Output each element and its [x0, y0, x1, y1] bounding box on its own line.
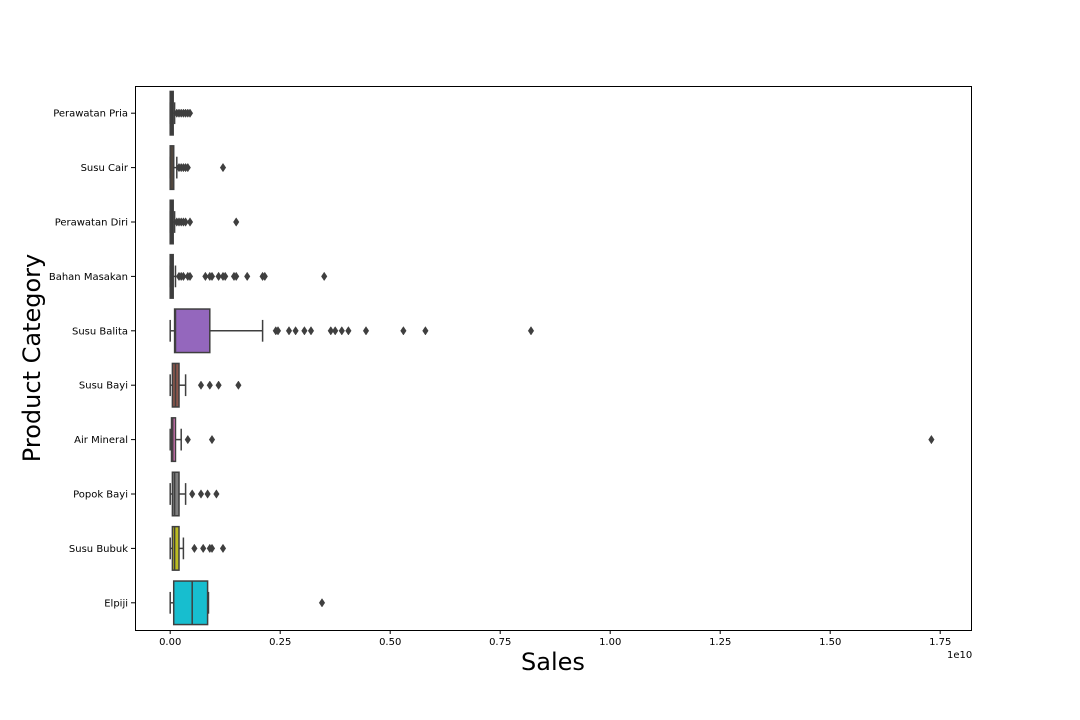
y-tick-label: Susu Bubuk: [69, 544, 128, 555]
plot-frame: [135, 86, 972, 631]
outlier-point: [422, 326, 429, 336]
x-tick-label: 1.75: [929, 637, 951, 648]
outlier-point: [285, 326, 293, 336]
x-tick-label: 1.00: [599, 637, 621, 648]
outlier-point: [338, 326, 345, 336]
box-susu-bubuk: [171, 525, 180, 571]
box-group: [169, 362, 242, 408]
outlier-point: [928, 434, 935, 445]
outlier-point: [208, 543, 216, 554]
outlier-point: [213, 489, 220, 499]
y-tick-label: Perawatan Pria: [53, 109, 128, 120]
outlier-point: [186, 217, 194, 227]
box-group: [169, 417, 935, 463]
outlier-point: [215, 380, 222, 390]
x-axis-ticks: 0.00 0.25 0.50 0.75 1.00 1.25 1.50 1.75: [159, 630, 951, 648]
outlier-point: [327, 326, 334, 336]
outlier-point: [219, 543, 227, 554]
outlier-point: [197, 489, 205, 499]
y-tick-label: Popok Bayi: [73, 490, 128, 501]
box-group: [169, 471, 220, 517]
x-tick-label: 1.25: [709, 637, 731, 648]
outlier-point: [527, 326, 535, 336]
y-axis-title: Product Category: [18, 254, 46, 462]
x-tick-label: 0.25: [269, 637, 291, 648]
x-tick-label: 1.50: [819, 637, 841, 648]
outlier-point: [208, 434, 216, 445]
outlier-point: [191, 543, 198, 554]
outlier-point: [184, 434, 191, 445]
outlier-point: [197, 380, 205, 390]
y-axis-ticks: Perawatan Pria Susu Cair Perawatan Diri Bah…: [49, 109, 135, 609]
box-elpiji: [172, 580, 209, 626]
outlier-point: [235, 380, 242, 390]
outlier-point: [222, 271, 229, 282]
outlier-point: [182, 217, 189, 227]
outlier-point: [233, 217, 240, 227]
box-group: [169, 90, 194, 136]
x-tick-label: 0.75: [489, 637, 511, 648]
box-susu-balita: [173, 308, 211, 354]
box-group: [169, 308, 535, 354]
outlier-point: [208, 271, 216, 282]
y-tick-label: Air Mineral: [74, 435, 128, 446]
y-tick-label: Perawatan Diri: [55, 218, 128, 229]
outlier-point: [274, 326, 282, 336]
outlier-point: [400, 326, 407, 336]
outlier-point: [189, 489, 196, 499]
outlier-point: [301, 326, 308, 336]
outlier-point: [292, 326, 299, 336]
y-tick-label: Susu Bayi: [79, 381, 128, 392]
plot-area: [169, 90, 935, 626]
y-tick-label: Susu Balita: [72, 326, 128, 337]
outlier-point: [233, 271, 240, 282]
box-popok-bayi: [171, 471, 180, 517]
outlier-point: [204, 489, 211, 499]
outlier-point: [206, 380, 213, 390]
outlier-point: [200, 543, 207, 554]
outlier-point: [332, 326, 339, 336]
outlier-point: [202, 271, 209, 282]
x-offset-label: 1e10: [947, 650, 972, 661]
outlier-point: [321, 271, 328, 282]
outlier-point: [345, 326, 352, 336]
outlier-point: [261, 271, 268, 282]
outlier-point: [318, 598, 326, 608]
outlier-point: [186, 271, 194, 282]
y-tick-label: Susu Cair: [81, 163, 129, 174]
outlier-point: [219, 162, 227, 173]
outlier-point: [362, 326, 370, 336]
outlier-point: [307, 326, 315, 336]
y-tick-label: Elpiji: [104, 598, 128, 609]
box-group: [169, 525, 227, 571]
x-tick-label: 0.50: [379, 637, 401, 648]
outlier-point: [184, 162, 191, 173]
outlier-point: [186, 108, 194, 118]
outlier-point: [244, 271, 251, 282]
x-axis-title: Sales: [521, 648, 585, 676]
x-tick-label: 0.00: [159, 637, 181, 648]
box-group: [169, 145, 227, 191]
box-group: [169, 253, 328, 299]
box-group: [169, 580, 326, 626]
y-tick-label: Bahan Masakan: [49, 272, 128, 283]
outlier-point: [180, 271, 187, 282]
outlier-point: [215, 271, 222, 282]
box-group: [169, 199, 240, 245]
